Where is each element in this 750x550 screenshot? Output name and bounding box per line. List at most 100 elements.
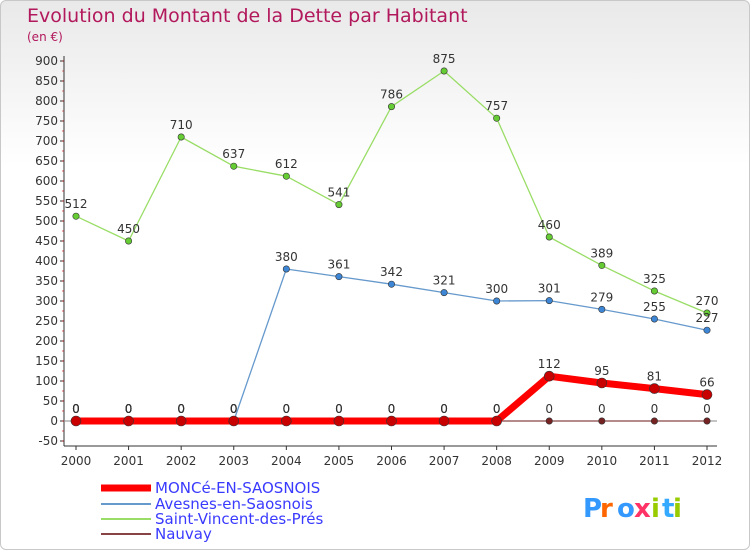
y-tick-label: 600 xyxy=(35,174,58,188)
y-tick-label: 800 xyxy=(35,94,58,108)
logo-letter: o xyxy=(617,494,635,524)
data-label: 112 xyxy=(538,357,561,371)
data-point xyxy=(703,417,711,425)
data-label: 0 xyxy=(72,402,80,416)
data-label: 325 xyxy=(643,272,666,286)
data-point xyxy=(650,417,658,425)
data-label: 66 xyxy=(699,376,714,390)
data-label: 0 xyxy=(283,402,291,416)
data-label: 637 xyxy=(222,147,245,161)
data-label: 0 xyxy=(72,402,80,416)
data-point xyxy=(230,162,238,170)
data-point xyxy=(545,233,553,241)
y-tick-label: 400 xyxy=(35,254,58,268)
data-point xyxy=(125,237,133,245)
data-label: 0 xyxy=(125,402,133,416)
data-point xyxy=(493,297,501,305)
y-tick-label: 500 xyxy=(35,214,58,228)
data-point xyxy=(703,309,711,317)
data-label: 757 xyxy=(485,99,508,113)
x-tick-label: 2012 xyxy=(692,454,723,468)
data-point xyxy=(598,305,606,313)
y-tick-label: 900 xyxy=(35,54,58,68)
axes: -50 0 50 100 150 200 250 300 350 400 450 500 550 600 6… xyxy=(35,54,722,468)
y-tick-label: 750 xyxy=(35,114,58,128)
data-point xyxy=(281,415,292,427)
data-point xyxy=(123,415,134,427)
data-point xyxy=(543,370,555,382)
data-label: 0 xyxy=(703,402,711,416)
data-label: 270 xyxy=(696,294,719,308)
y-tick-label: 300 xyxy=(35,294,58,308)
y-tick-label: 250 xyxy=(35,314,58,328)
data-label: 0 xyxy=(493,402,501,416)
y-tick-label: 150 xyxy=(35,354,58,368)
data-label: 0 xyxy=(283,402,291,416)
y-tick-label: 100 xyxy=(35,374,58,388)
legend-label: MONCé-EN-SAOSNOIS xyxy=(155,479,320,497)
data-label: 786 xyxy=(380,88,403,102)
y-tick-label: 650 xyxy=(35,154,58,168)
chart-title: Evolution du Montant de la Dette par Hab… xyxy=(27,5,468,27)
x-tick-label: 2003 xyxy=(218,454,249,468)
data-label: 875 xyxy=(433,52,456,66)
data-point xyxy=(598,417,606,425)
data-label: 300 xyxy=(485,282,508,296)
data-label: 612 xyxy=(275,157,298,171)
data-point xyxy=(387,103,395,111)
data-point xyxy=(175,415,187,427)
data-label: 0 xyxy=(651,402,659,416)
y-tick-label: 550 xyxy=(35,194,58,208)
data-label: 0 xyxy=(177,402,185,416)
data-point xyxy=(335,273,343,281)
y-tick-label: 200 xyxy=(35,334,58,348)
data-label: 0 xyxy=(177,402,185,416)
data-point xyxy=(598,261,606,269)
data-label: 0 xyxy=(177,402,185,416)
legend-label: Avesnes-en-Saosnois xyxy=(155,495,313,513)
data-label: 541 xyxy=(327,186,350,200)
data-label: 460 xyxy=(538,218,561,232)
x-tick-label: 2011 xyxy=(639,454,670,468)
y-tick-label: -50 xyxy=(38,434,58,448)
logo-letter: P xyxy=(583,494,602,524)
data-point xyxy=(335,201,343,209)
y-tick-label: 700 xyxy=(35,134,58,148)
data-label: 301 xyxy=(538,282,561,296)
data-point xyxy=(440,67,448,75)
data-point xyxy=(545,417,553,425)
data-point xyxy=(282,172,290,180)
data-label: 0 xyxy=(388,402,396,416)
data-label: 0 xyxy=(72,402,80,416)
x-tick-label: 2004 xyxy=(271,454,302,468)
logo-letter: i xyxy=(673,494,682,524)
data-label: 0 xyxy=(440,402,448,416)
data-point xyxy=(703,326,711,334)
data-label: 0 xyxy=(230,402,238,416)
data-point xyxy=(491,415,502,427)
data-label: 0 xyxy=(125,402,133,416)
data-label: 0 xyxy=(598,402,606,416)
data-point xyxy=(282,265,290,273)
data-label: 0 xyxy=(545,402,553,416)
x-tick-label: 2007 xyxy=(429,454,460,468)
data-point xyxy=(333,415,345,427)
y-tick-label: 0 xyxy=(50,414,58,428)
data-label: 0 xyxy=(493,402,501,416)
data-label: 0 xyxy=(335,402,343,416)
data-label: 512 xyxy=(65,197,88,211)
data-point xyxy=(649,383,660,394)
data-label: 0 xyxy=(388,402,396,416)
data-label: 0 xyxy=(125,402,133,416)
data-label: 389 xyxy=(590,246,613,260)
x-tick-label: 2000 xyxy=(61,454,92,468)
data-label: 321 xyxy=(433,274,456,288)
data-label: 0 xyxy=(440,402,448,416)
y-tick-label: 850 xyxy=(35,74,58,88)
data-point xyxy=(177,133,185,141)
logo-letter: i xyxy=(651,494,660,524)
logo-letter: x xyxy=(634,494,651,524)
data-label: 450 xyxy=(117,222,140,236)
